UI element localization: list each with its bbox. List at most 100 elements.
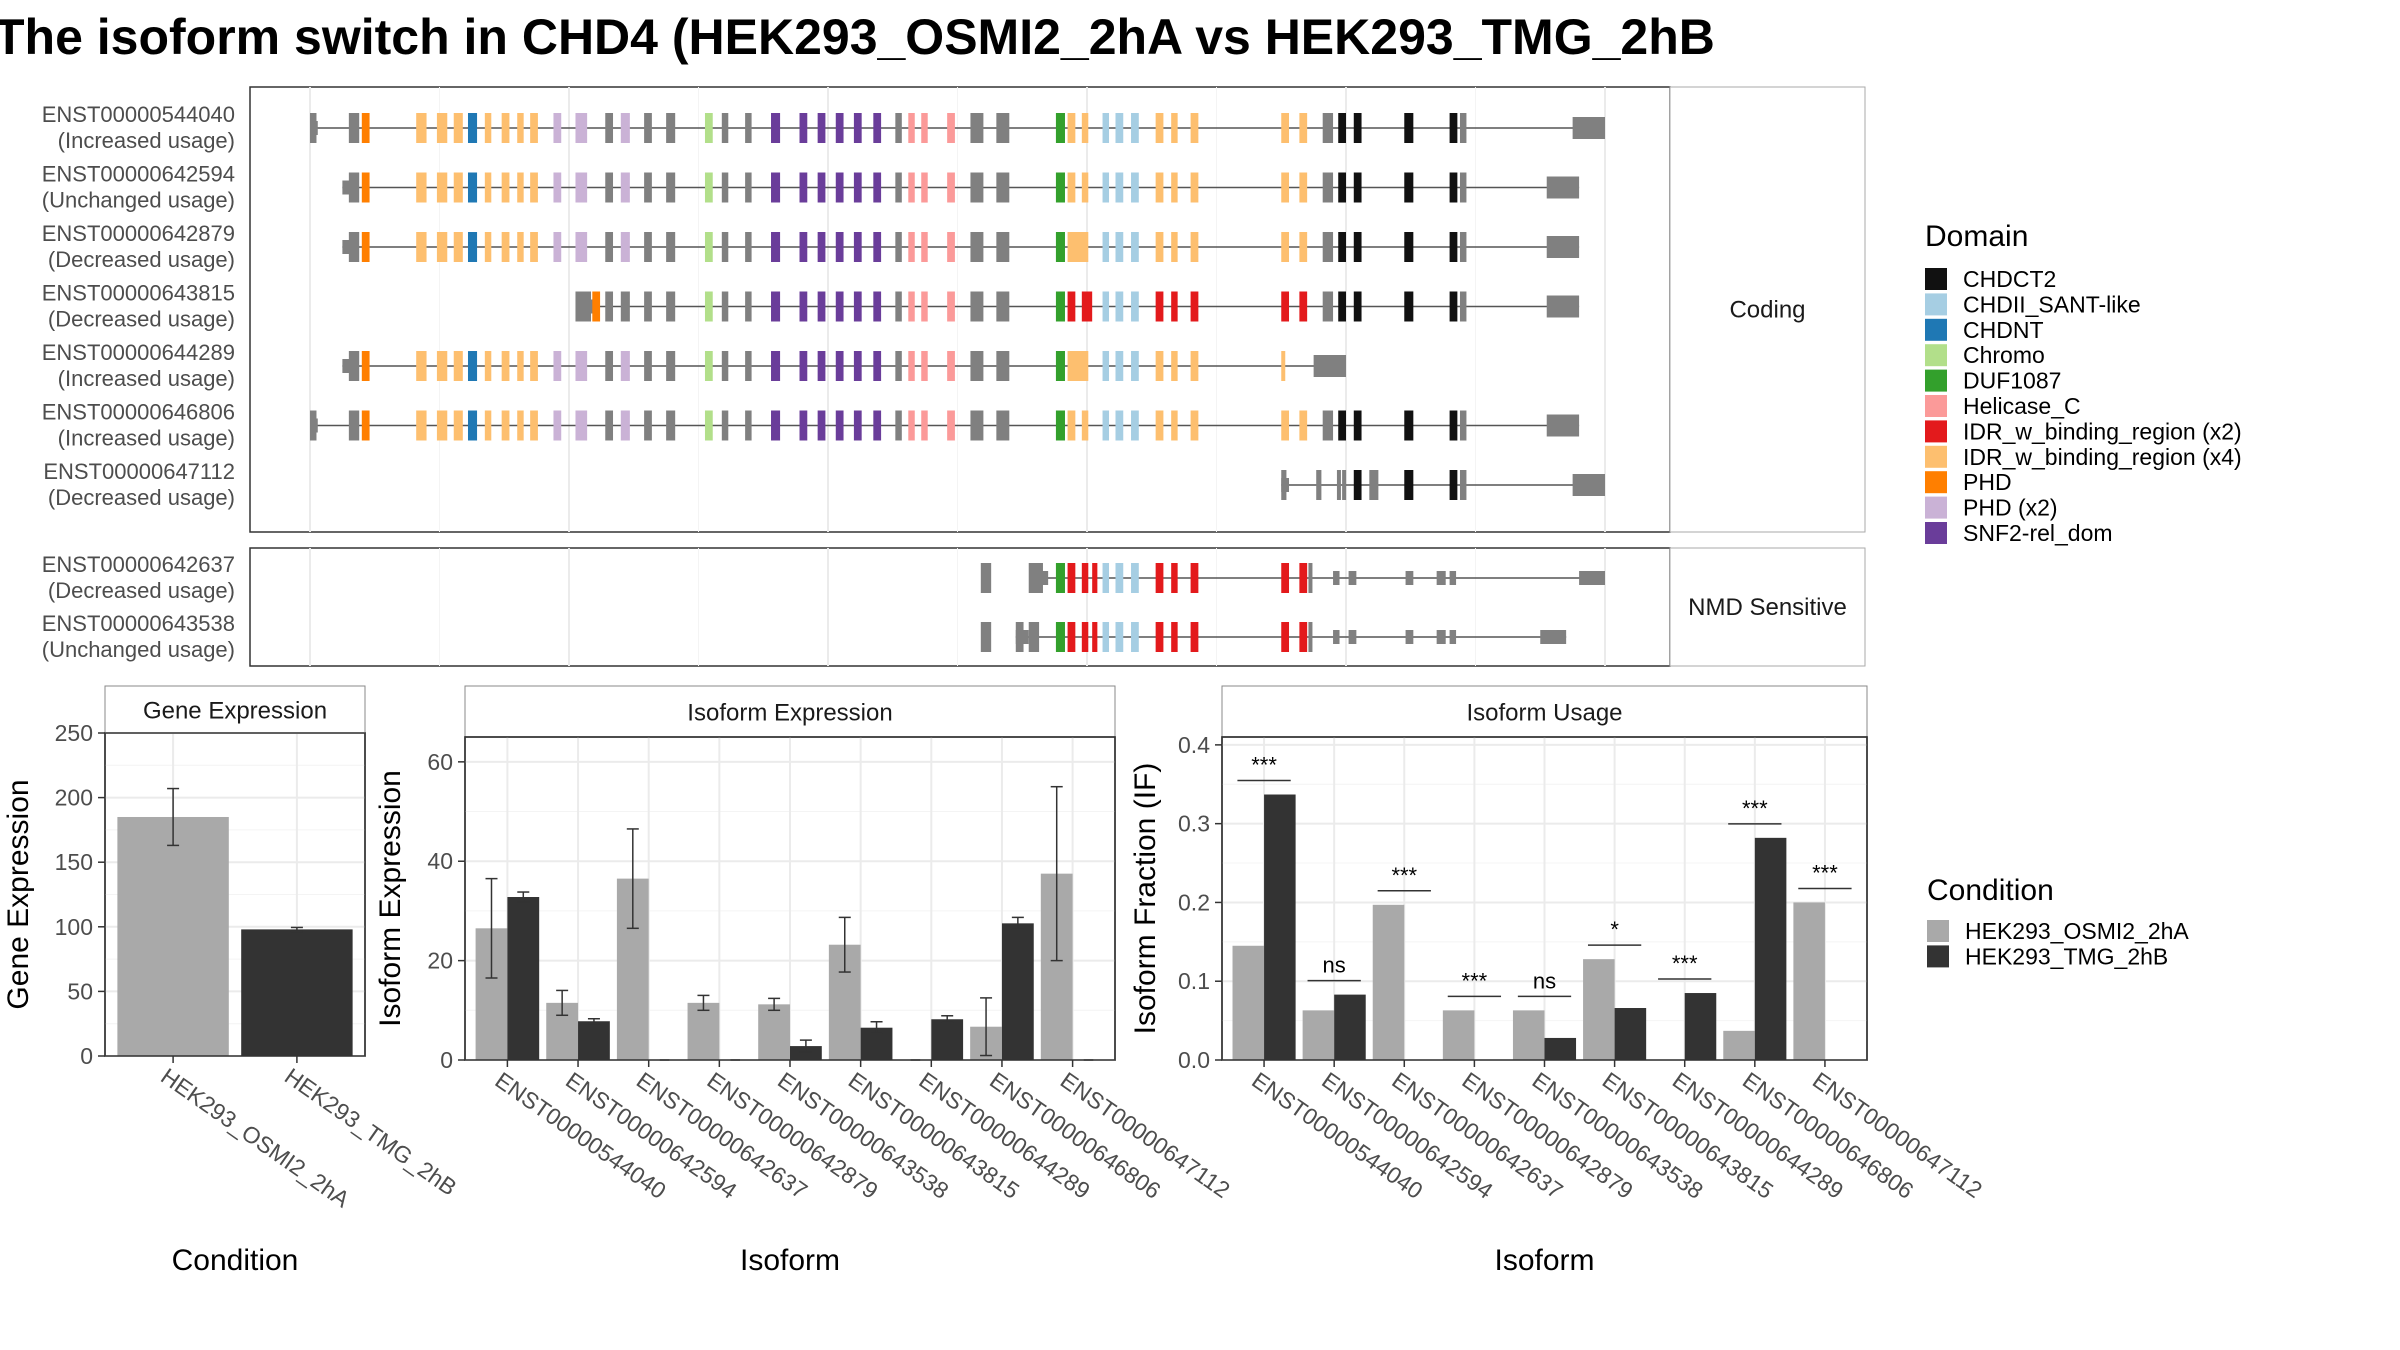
facet-strip-title: Gene Expression (143, 698, 327, 725)
y-axis-title: Isoform Expression (374, 770, 407, 1027)
exon-block (453, 113, 463, 143)
exon-block (921, 291, 928, 322)
isoform-id-label: ENST00000643538 (42, 611, 235, 636)
isoform-usage-label: (Unchanged usage) (42, 188, 235, 213)
domain-legend-swatch (1925, 395, 1947, 417)
exon-block (1115, 291, 1124, 322)
exon-block (1081, 291, 1089, 322)
y-tick-label: 20 (427, 948, 453, 974)
exon-block (1155, 563, 1164, 593)
exon-block (1067, 113, 1076, 143)
exon-block (416, 351, 427, 381)
domain-legend-label: DUF1087 (1963, 368, 2061, 394)
exon-block (908, 410, 915, 441)
exon-block (605, 291, 614, 322)
exon-block (553, 351, 562, 381)
exon-block (970, 351, 984, 381)
y-tick-label: 0.4 (1178, 732, 1210, 758)
domain-legend-label: CHDII_SANT-like (1963, 291, 2141, 317)
exon-block (721, 232, 729, 262)
exon-block (721, 291, 729, 322)
exon-block (1055, 563, 1065, 593)
exon-block (947, 351, 955, 381)
bar (241, 929, 353, 1056)
exon-block (436, 113, 448, 143)
exon-block (467, 410, 478, 441)
exon-block (530, 172, 538, 203)
domain-legend-label: CHDNT (1963, 317, 2044, 343)
isoform-row: ENST00000643538(Unchanged usage) (42, 611, 1567, 662)
exon-block (908, 232, 915, 262)
exon-block (1055, 410, 1065, 441)
exon-block (1459, 232, 1467, 262)
exon-block (1299, 232, 1308, 262)
domain-legend-label: CHDCT2 (1963, 266, 2056, 292)
exon-block (1404, 113, 1414, 143)
exon-block (1190, 291, 1199, 322)
y-tick-label: 0 (80, 1043, 93, 1069)
exon-block (1155, 172, 1164, 203)
exon-block (853, 410, 862, 441)
significance-label: ns (1533, 968, 1556, 993)
exon-block (771, 351, 781, 381)
significance-label: ns (1323, 953, 1346, 978)
exon-block (1342, 470, 1347, 500)
exon-block (996, 291, 1010, 322)
exon-block (1299, 563, 1308, 593)
exon-block (348, 232, 360, 262)
exon-block (666, 410, 676, 441)
y-tick-label: 0.0 (1178, 1047, 1210, 1073)
exon-block (348, 351, 360, 381)
y-tick-label: 50 (67, 978, 93, 1004)
exon-block (436, 351, 448, 381)
bar (507, 897, 540, 1060)
exon-block (1336, 470, 1341, 500)
exon-block (1171, 232, 1178, 262)
condition-legend-swatch (1927, 945, 1949, 968)
isoform-id-label: ENST00000644289 (42, 340, 235, 365)
exon-block (1115, 172, 1124, 203)
isoform-usage-label: (Decreased usage) (48, 578, 235, 603)
exon-block (873, 113, 882, 143)
isoform-usage-label: (Unchanged usage) (42, 637, 235, 662)
bar (1442, 1010, 1475, 1060)
facet-strip-title: Isoform Expression (687, 700, 892, 727)
exon-block (1190, 172, 1199, 203)
domain-legend-label: Chromo (1963, 342, 2045, 368)
exon-block (501, 232, 510, 262)
exon-block (644, 291, 652, 322)
exon-block (1449, 113, 1458, 143)
exon-block (835, 113, 844, 143)
bar (687, 1002, 720, 1060)
exon-block (817, 113, 826, 143)
exon-block (1281, 172, 1290, 203)
exon-block (620, 172, 630, 203)
exon-block (575, 172, 588, 203)
bar (1684, 993, 1717, 1060)
isoform-id-label: ENST00000642879 (42, 221, 235, 246)
exon-block (484, 113, 492, 143)
exon-block (895, 291, 902, 322)
exon-block (853, 172, 862, 203)
exon-block (745, 351, 752, 381)
exon-block (310, 410, 317, 441)
exon-block (970, 172, 984, 203)
exon-block (835, 351, 844, 381)
exon-block (517, 232, 524, 262)
exon-block (1281, 563, 1290, 593)
exon-block (1190, 622, 1199, 652)
domain-legend-swatch (1925, 318, 1947, 341)
exon-block (1171, 113, 1178, 143)
isoform-id-label: ENST00000642594 (42, 162, 235, 187)
isoform-row: ENST00000647112(Decreased usage) (43, 459, 1605, 510)
exon-block (799, 351, 808, 381)
coding-strip (1669, 86, 1866, 533)
exon-block (771, 291, 781, 322)
exon-block (1092, 563, 1098, 593)
domain-legend-swatch (1925, 445, 1947, 468)
exon-block (980, 622, 992, 652)
exon-block (1131, 232, 1139, 262)
exon-block (835, 410, 844, 441)
exon-block (1055, 232, 1065, 262)
